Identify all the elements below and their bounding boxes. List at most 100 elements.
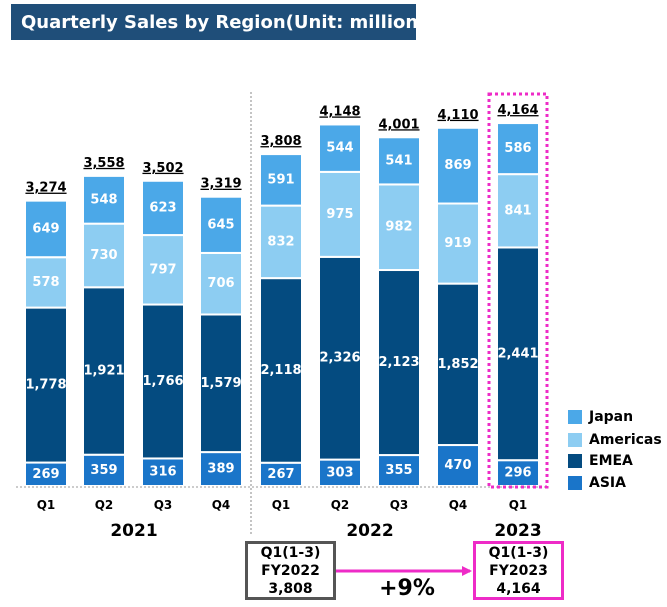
bar-segment-emea-2022-q2 — [318, 255, 362, 461]
total-label-2022-q4: 4,110 — [437, 108, 478, 123]
tick-label-2021-q1: Q1 — [37, 498, 56, 512]
comparison-fy2023-value: 4,164 — [496, 580, 541, 597]
legend-label-americas: Americas — [589, 432, 662, 448]
bar-segment-japan-2022-q1 — [259, 153, 303, 207]
data-label-americas-2022-q4: 919 — [444, 236, 471, 251]
data-label-asia-2022-q4: 470 — [444, 458, 471, 473]
bar-segment-americas-2021-q1 — [24, 256, 68, 309]
data-label-emea-2021-q2: 1,921 — [83, 363, 124, 378]
bar-segment-asia-2022-q2 — [318, 458, 362, 487]
total-label-2021-q3: 3,502 — [142, 161, 183, 176]
bar-segment-emea-2022-q3 — [377, 269, 421, 457]
bar-segment-americas-2022-q4 — [436, 202, 480, 285]
data-label-americas-2021-q4: 706 — [207, 276, 234, 291]
bar-segment-japan-2021-q1 — [24, 199, 68, 259]
total-label-2022-q1: 3,808 — [260, 134, 301, 149]
bar-segment-japan-2022-q4 — [436, 126, 480, 205]
tick-label-2022-q2: Q2 — [331, 498, 350, 512]
data-label-japan-2022-q1: 591 — [267, 172, 294, 187]
tick-label-2021-q3: Q3 — [154, 498, 173, 512]
data-label-americas-2021-q1: 578 — [32, 275, 59, 290]
bar-segment-japan-2021-q4 — [199, 195, 243, 254]
bar-segment-emea-2023-q1 — [496, 246, 540, 462]
bar-segment-japan-2021-q2 — [82, 174, 126, 225]
chart-title: Quarterly Sales by Region(Unit: million … — [11, 4, 469, 40]
bar-segment-asia-2022-q4 — [436, 444, 480, 487]
legend: Japan Americas EMEA ASIA — [568, 409, 662, 491]
total-label-2021-q1: 3,274 — [25, 181, 66, 196]
data-label-emea-2022-q3: 2,123 — [378, 355, 419, 370]
legend-label-asia: ASIA — [589, 475, 626, 491]
data-label-asia-2023-q1: 296 — [504, 466, 531, 481]
bar-segment-japan-2022-q2 — [318, 123, 362, 173]
data-label-japan-2021-q3: 623 — [149, 200, 176, 215]
legend-label-emea: EMEA — [589, 453, 633, 469]
tick-label-2021-q4: Q4 — [212, 498, 231, 512]
year-label-2022: 2022 — [346, 521, 393, 541]
legend-swatch-americas — [568, 433, 582, 447]
data-label-asia-2022-q1: 267 — [267, 467, 294, 482]
year-label-2023: 2023 — [494, 521, 541, 541]
total-label-2022-q3: 4,001 — [378, 117, 419, 132]
tick-label-2021-q2: Q2 — [95, 498, 114, 512]
data-label-americas-2022-q3: 982 — [385, 220, 412, 235]
data-label-asia-2021-q4: 389 — [207, 462, 234, 477]
data-label-emea-2022-q1: 2,118 — [260, 363, 301, 378]
bar-segment-americas-2022-q2 — [318, 170, 362, 258]
data-label-emea-2022-q4: 1,852 — [437, 357, 478, 372]
data-label-asia-2022-q2: 303 — [326, 465, 353, 480]
data-label-americas-2023-q1: 841 — [504, 203, 531, 218]
growth-rate-label: +9% — [379, 576, 435, 601]
data-label-emea-2023-q1: 2,441 — [497, 346, 538, 361]
bar-segment-emea-2022-q1 — [259, 277, 303, 464]
legend-swatch-emea — [568, 454, 582, 468]
comparison-box-fy2023: Q1(1-3) FY2023 4,164 — [473, 541, 564, 600]
data-label-americas-2022-q1: 832 — [267, 234, 294, 249]
data-label-emea-2021-q4: 1,579 — [200, 376, 241, 391]
data-label-japan-2021-q4: 645 — [207, 217, 234, 232]
labels-group: 269 1,778 578 649 3,274 359 1,921 730 548 3,558 31… — [25, 103, 538, 482]
data-label-japan-2021-q2: 548 — [90, 192, 117, 207]
bar-segment-japan-2022-q3 — [377, 136, 421, 186]
data-label-emea-2022-q2: 2,326 — [319, 351, 360, 366]
data-label-emea-2021-q1: 1,778 — [25, 378, 66, 393]
legend-swatch-japan — [568, 410, 582, 424]
data-label-japan-2023-q1: 586 — [504, 141, 531, 156]
axis-group: Q1 Q2 Q3 Q4 Q1 Q2 Q3 Q4 Q1 2021 2022 2023 — [16, 92, 549, 541]
bar-segment-emea-2021-q4 — [199, 313, 243, 454]
data-label-japan-2022-q3: 541 — [385, 153, 412, 168]
tick-label-2022-q3: Q3 — [390, 498, 409, 512]
bar-segment-americas-2021-q4 — [199, 251, 243, 316]
total-label-2021-q4: 3,319 — [200, 177, 241, 192]
data-label-japan-2022-q4: 869 — [444, 158, 471, 173]
highlight-box-latest-quarter — [487, 92, 549, 489]
bar-segment-emea-2021-q3 — [141, 303, 185, 460]
tick-label-2022-q4: Q4 — [449, 498, 468, 512]
comparison-box-fy2022: Q1(1-3) FY2022 3,808 — [245, 541, 336, 600]
bars-group — [24, 122, 540, 488]
legend-swatch-asia — [568, 476, 582, 490]
bar-segment-asia-2021-q3 — [141, 457, 185, 487]
legend-label-japan: Japan — [588, 409, 633, 425]
bar-segment-japan-2021-q3 — [141, 179, 185, 237]
bar-segment-asia-2021-q4 — [199, 451, 243, 487]
data-label-asia-2021-q1: 269 — [32, 467, 59, 482]
bar-segment-americas-2021-q2 — [82, 222, 126, 289]
data-label-americas-2021-q2: 730 — [90, 248, 117, 263]
comparison-fy2023-year: FY2023 — [489, 562, 548, 579]
bar-segment-emea-2021-q1 — [24, 306, 68, 464]
bar-segment-asia-2022-q3 — [377, 454, 421, 487]
data-label-japan-2021-q1: 649 — [32, 221, 59, 236]
data-label-americas-2022-q2: 975 — [326, 207, 353, 222]
data-label-americas-2021-q3: 797 — [149, 262, 176, 277]
data-label-japan-2022-q2: 544 — [326, 141, 353, 156]
bar-segment-japan-2023-q1 — [496, 122, 540, 176]
tick-label-2022-q1: Q1 — [272, 498, 291, 512]
year-label-2021: 2021 — [110, 521, 157, 541]
data-label-asia-2021-q3: 316 — [149, 465, 176, 480]
bar-segment-americas-2022-q1 — [259, 204, 303, 280]
comparison-fy2023-period: Q1(1-3) — [488, 544, 549, 561]
data-label-emea-2021-q3: 1,766 — [142, 374, 183, 389]
total-label-2022-q2: 4,148 — [319, 104, 360, 119]
